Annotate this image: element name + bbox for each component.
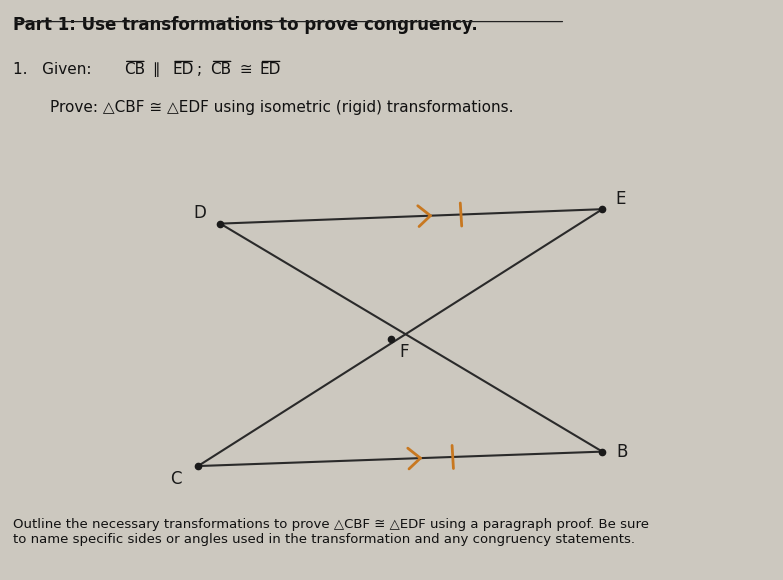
Text: ;: ;	[197, 62, 207, 77]
Text: CB: CB	[124, 62, 145, 77]
Text: ∥: ∥	[148, 62, 166, 77]
Text: CB: CB	[211, 62, 232, 77]
Text: ED: ED	[260, 62, 281, 77]
Text: B: B	[616, 443, 627, 461]
Text: D: D	[193, 204, 206, 222]
Text: ED: ED	[172, 62, 193, 77]
Text: C: C	[170, 470, 182, 488]
Text: Prove: △CBF ≅ △EDF using isometric (rigid) transformations.: Prove: △CBF ≅ △EDF using isometric (rigi…	[49, 100, 513, 114]
Text: 1.   Given:: 1. Given:	[13, 62, 96, 77]
Text: Part 1: Use transformations to prove congruency.: Part 1: Use transformations to prove con…	[13, 16, 478, 34]
Text: F: F	[399, 343, 409, 361]
Text: Outline the necessary transformations to prove △CBF ≅ △EDF using a paragraph pro: Outline the necessary transformations to…	[13, 518, 648, 546]
Text: E: E	[615, 190, 626, 208]
Text: ≅: ≅	[235, 62, 258, 77]
